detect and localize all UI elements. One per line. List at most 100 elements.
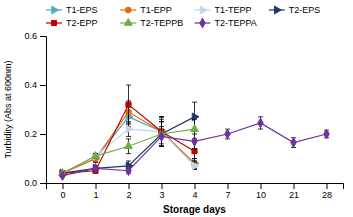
y-tick-label: 0.2 xyxy=(24,129,37,139)
legend-symbol xyxy=(275,6,282,14)
point xyxy=(60,171,65,180)
error-bar xyxy=(291,138,296,148)
point xyxy=(125,142,133,149)
x-tick-mark xyxy=(195,183,196,189)
x-axis-title: Storage days xyxy=(163,204,226,215)
y-axis-line xyxy=(40,37,47,184)
legend-label: T2-EPP xyxy=(66,18,98,28)
y-axis-title: Turbidity (Abs at 600nm) xyxy=(3,60,13,158)
point xyxy=(225,129,230,138)
error-bar xyxy=(258,117,263,129)
y-tick-label: 0.6 xyxy=(24,31,37,41)
legend: T1-EPS T1-EPP T1-TEPP T2-EPS T2-EPP T2-TEPPB T… xyxy=(46,5,320,28)
legend-item: T1-EPP xyxy=(120,5,172,15)
point xyxy=(258,118,263,127)
x-tick-label: 2 xyxy=(126,190,131,200)
y-axis: 0.0 0.2 0.4 0.6 xyxy=(24,31,46,188)
point xyxy=(93,164,98,173)
x-tick-label: 21 xyxy=(289,190,299,200)
series xyxy=(60,102,199,177)
x-tick: 3 xyxy=(159,183,164,200)
error-bar xyxy=(225,129,230,139)
x-axis: 0 1 2 3 4 7 10 21 28 xyxy=(47,183,344,200)
error-bar xyxy=(159,117,164,146)
legend-item: T2-EPS xyxy=(269,5,321,15)
x-tick-mark xyxy=(162,183,163,189)
y-tick: 0.0 xyxy=(24,178,46,188)
y-tick-mark xyxy=(40,36,46,37)
x-tick: 10 xyxy=(256,183,266,200)
legend-item: T2-EPP xyxy=(46,18,98,28)
series xyxy=(60,119,199,177)
error-bar xyxy=(192,134,197,149)
legend-symbol xyxy=(124,19,132,26)
y-tick-mark xyxy=(40,183,46,184)
series xyxy=(60,117,329,181)
series-line xyxy=(63,123,327,176)
y-tick-mark xyxy=(40,85,46,86)
x-tick-label: 3 xyxy=(159,190,164,200)
point xyxy=(192,137,197,146)
point xyxy=(192,162,199,170)
x-tick-label: 4 xyxy=(192,190,197,200)
x-tick-mark xyxy=(129,183,130,189)
plot-area: 0 1 2 3 4 7 10 21 28 0.0 0.2 0.4 0.6 xyxy=(24,31,343,200)
point xyxy=(191,125,199,132)
error-bar xyxy=(159,117,164,146)
y-tick-label: 0.4 xyxy=(24,80,37,90)
x-tick-mark xyxy=(228,183,229,189)
legend-item: T1-TEPP xyxy=(195,5,252,15)
x-tick-mark xyxy=(63,183,64,189)
x-tick-label: 28 xyxy=(322,190,332,200)
chart: 0 1 2 3 4 7 10 21 28 0.0 0.2 0.4 0.6 Storage days Turb… xyxy=(0,0,353,217)
y-tick: 0.2 xyxy=(24,129,46,139)
y-tick-label: 0.0 xyxy=(24,178,37,188)
y-tick-mark xyxy=(40,134,46,135)
x-tick: 4 xyxy=(192,183,197,200)
error-bar xyxy=(126,85,131,124)
legend-label: T1-EPS xyxy=(66,5,98,15)
legend-symbol xyxy=(52,6,59,14)
legend-symbol xyxy=(200,6,207,14)
x-tick-mark xyxy=(327,183,328,189)
marks xyxy=(59,85,330,180)
y-tick: 0.4 xyxy=(24,80,46,90)
legend-label: T1-EPP xyxy=(140,5,172,15)
legend-item: T2-TEPPA xyxy=(195,18,257,28)
legend-label: T1-TEPP xyxy=(215,5,252,15)
x-tick: 7 xyxy=(225,183,230,200)
x-tick: 0 xyxy=(60,183,65,200)
x-axis-line xyxy=(47,184,344,190)
y-tick: 0.6 xyxy=(24,31,46,41)
x-tick-label: 10 xyxy=(256,190,266,200)
series xyxy=(60,85,197,176)
legend-symbol xyxy=(51,20,56,25)
legend-label: T2-TEPPB xyxy=(140,18,183,28)
x-tick-mark xyxy=(96,183,97,189)
x-tick-label: 7 xyxy=(225,190,230,200)
legend-item: T1-EPS xyxy=(46,5,98,15)
series xyxy=(59,119,199,175)
point xyxy=(291,138,296,147)
x-tick: 1 xyxy=(93,183,98,200)
point xyxy=(92,152,100,159)
point xyxy=(126,125,133,133)
x-tick: 2 xyxy=(126,183,131,200)
x-tick-label: 0 xyxy=(60,190,65,200)
point xyxy=(126,166,131,175)
error-bar xyxy=(159,122,164,147)
x-tick-label: 1 xyxy=(93,190,98,200)
point xyxy=(126,102,131,107)
x-tick: 21 xyxy=(289,183,299,200)
x-tick: 28 xyxy=(322,183,332,200)
legend-label: T2-EPS xyxy=(289,5,321,15)
point xyxy=(324,129,329,138)
error-bar xyxy=(159,117,164,146)
error-bar xyxy=(159,122,164,147)
point xyxy=(159,132,164,141)
legend-symbol xyxy=(200,18,205,27)
series-line xyxy=(63,117,195,173)
point xyxy=(192,149,197,154)
x-tick-mark xyxy=(261,183,262,189)
error-bar xyxy=(159,127,164,147)
